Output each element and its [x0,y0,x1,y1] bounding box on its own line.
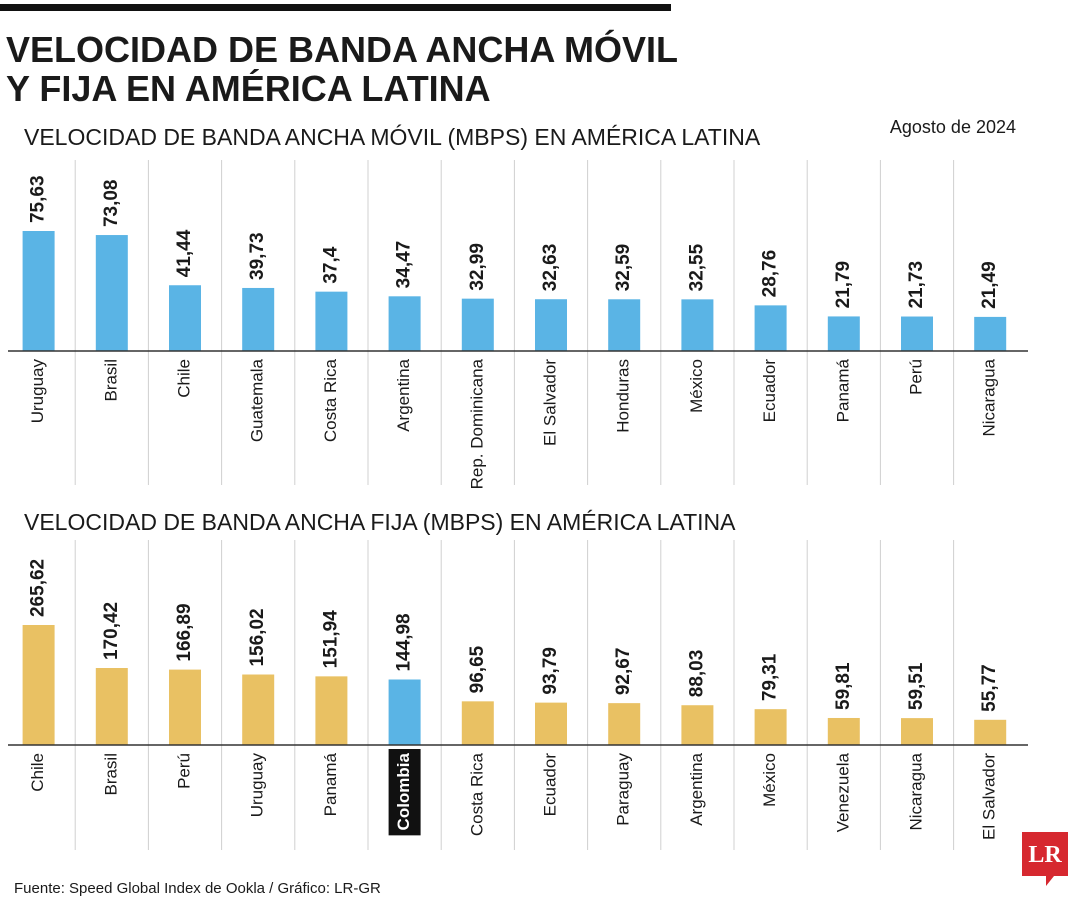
category-label: Ecuador [760,359,779,423]
chart-subtitle: VELOCIDAD DE BANDA ANCHA FIJA (MBPS) EN … [24,509,736,535]
date: Agosto de 2024 [890,117,1016,137]
bar [827,717,860,745]
category-label: Argentina [687,752,706,825]
value-label: 96,65 [467,645,488,693]
value-label: 79,31 [760,653,781,701]
bar [535,702,567,745]
value-label: 32,99 [467,243,488,291]
category-label: Venezuela [833,752,852,832]
value-label: 59,81 [833,662,854,710]
bar [827,316,860,351]
bar [608,703,641,745]
value-label: 92,67 [613,648,634,696]
value-label: 41,44 [174,229,195,277]
value-label: 265,62 [28,559,49,617]
category-label: Brasil [101,359,120,402]
value-label: 73,08 [101,179,122,227]
chart-subtitle: VELOCIDAD DE BANDA ANCHA MÓVIL (MBPS) EN… [24,124,761,150]
category-label: Costa Rica [321,358,340,442]
category-label: Brasil [101,753,120,796]
bar [95,668,128,745]
bar [242,287,275,351]
category-label: El Salvador [980,753,999,840]
category-label: Guatemala [248,358,267,442]
category-label: Perú [174,753,193,789]
value-label: 144,98 [394,613,415,671]
bar [754,305,787,351]
category-label: Ecuador [540,753,559,817]
category-label: México [760,753,779,807]
category-label: México [687,359,706,413]
source: Fuente: Speed Global Index de Ookla / Gr… [14,880,381,897]
bar [315,676,348,745]
title-line: Y FIJA EN AMÉRICA LATINA [6,68,491,109]
bar [681,299,714,351]
bar [242,674,275,745]
value-label: 37,4 [320,246,341,283]
category-label: Panamá [321,752,340,816]
bar [754,709,787,745]
value-label: 93,79 [540,647,561,695]
category-label: Colombia [394,752,413,830]
category-label: Paraguay [614,753,633,826]
value-label: 32,59 [613,244,634,292]
value-label: 55,77 [979,664,1000,712]
bar [901,718,933,745]
value-label: 151,94 [320,610,341,669]
category-label: Perú [906,359,925,395]
highlight-box [388,749,421,836]
value-label: 34,47 [394,241,415,289]
bar [388,679,421,745]
bar [22,231,55,351]
bar [608,299,641,351]
value-label: 75,63 [28,175,49,223]
bar [169,669,201,745]
category-label: Uruguay [248,753,267,818]
bar [315,291,348,351]
category-label: Argentina [394,358,413,431]
bar [388,296,421,351]
bar [169,285,201,351]
bar [95,235,128,351]
category-label: Chile [174,359,193,398]
value-label: 170,42 [101,602,122,660]
category-label: Chile [28,753,47,792]
category-label: El Salvador [540,359,559,446]
logo: LR [1022,832,1068,886]
bar [681,705,714,745]
top-rule [0,4,671,11]
category-label: Costa Rica [467,752,486,836]
value-label: 32,63 [540,244,561,292]
value-label: 21,79 [833,261,854,309]
category-label: Uruguay [28,359,47,424]
value-label: 21,49 [979,261,1000,309]
value-label: 88,03 [686,650,707,698]
category-label: Nicaragua [980,358,999,436]
bar [461,298,494,351]
value-label: 28,76 [760,250,781,298]
bar [974,316,1007,351]
category-label: Honduras [614,359,633,433]
category-label: Nicaragua [906,752,925,830]
bar [974,719,1007,745]
value-label: 39,73 [247,232,268,280]
category-label: Rep. Dominicana [467,358,486,489]
value-label: 32,55 [686,243,707,291]
value-label: 21,73 [906,261,927,309]
title-line: VELOCIDAD DE BANDA ANCHA MÓVIL [6,28,678,70]
bar [901,316,933,351]
logo-box [1022,832,1068,886]
category-label: Panamá [833,358,852,422]
value-label: 166,89 [174,603,195,661]
bar [22,625,55,745]
value-label: 59,51 [906,662,927,710]
bar [461,701,494,745]
value-label: 156,02 [247,608,268,666]
bar [535,299,567,351]
logo-text: LR [1028,842,1062,868]
